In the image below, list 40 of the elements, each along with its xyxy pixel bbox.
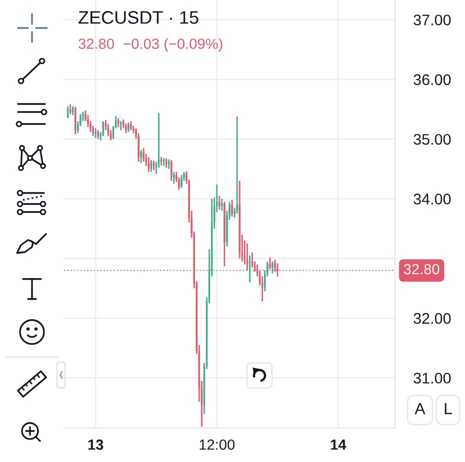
candlestick — [122, 118, 124, 130]
y-tick-label: 36.00 — [414, 74, 451, 86]
candlestick — [138, 132, 140, 162]
candlestick — [180, 174, 182, 189]
ref-line-label: 32.80 — [404, 264, 440, 274]
candlestick — [94, 128, 96, 139]
x-tick-label: 13 — [88, 439, 104, 450]
text: A — [414, 403, 426, 414]
candlestick — [269, 256, 271, 270]
candlestick — [140, 149, 142, 164]
candlestick — [125, 122, 127, 134]
candlestick — [87, 114, 89, 128]
y-tick-label: 31.00 — [414, 372, 451, 384]
candlestick — [82, 110, 84, 122]
candlestick — [221, 198, 223, 212]
candlestick — [276, 262, 278, 278]
x-tick-label: 14 — [330, 440, 346, 450]
candlestick — [74, 106, 76, 136]
chart-title: ZECUSDT · 15 — [78, 11, 198, 24]
candlestick — [218, 195, 220, 210]
candlestick — [238, 180, 240, 260]
candlestick — [236, 116, 238, 214]
candlestick — [97, 129, 99, 140]
y-tick-label: 34.00 — [414, 194, 451, 204]
x-tick-label: 12:00 — [200, 439, 235, 450]
candlestick — [272, 260, 274, 274]
y-tick-label: 35.00 — [414, 134, 451, 145]
candlestick — [231, 199, 233, 218]
candlestick — [142, 147, 144, 162]
y-tick-label: 37.00 — [414, 14, 451, 26]
candlestick — [130, 120, 132, 131]
text: 32.80 −0.03 (−0.09%) — [78, 38, 222, 52]
y-tick-label: 32.00 — [414, 313, 451, 324]
candlestick — [224, 201, 226, 267]
candlestick — [274, 258, 276, 272]
candlestick — [173, 171, 175, 185]
candlestick — [128, 122, 130, 133]
text: L — [444, 403, 452, 414]
candlestick — [170, 159, 172, 182]
candlestick — [92, 125, 94, 137]
